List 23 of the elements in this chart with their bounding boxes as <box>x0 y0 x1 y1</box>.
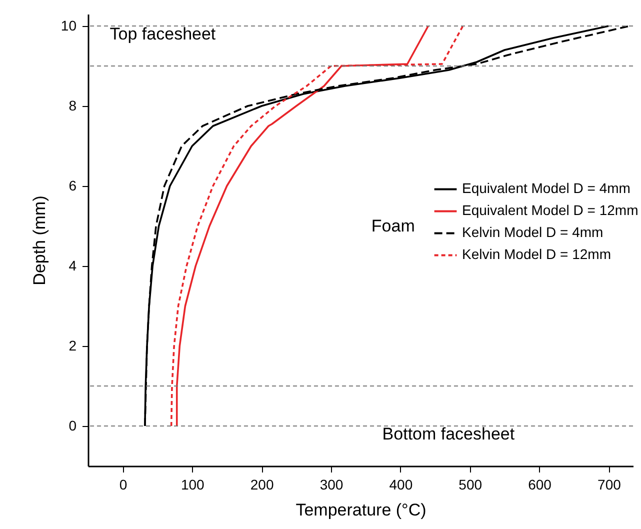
x-axis-title: Temperature (°C) <box>296 500 426 520</box>
x-tick-label: 500 <box>458 476 482 492</box>
annotation: Foam <box>371 216 415 236</box>
x-tick-label: 100 <box>180 476 205 492</box>
y-tick-label: 4 <box>68 258 77 274</box>
y-tick-label: 0 <box>68 418 77 434</box>
x-tick-label: 600 <box>528 476 552 492</box>
y-tick-label: 2 <box>68 338 77 354</box>
legend-label: Kelvin Model D = 4mm <box>462 224 604 240</box>
x-tick-label: 200 <box>250 476 274 492</box>
y-tick-label: 10 <box>60 18 77 34</box>
x-tick-label: 0 <box>119 476 128 492</box>
y-axis-title: Depth (mm) <box>30 196 49 286</box>
legend-label: Kelvin Model D = 12mm <box>462 246 612 262</box>
y-tick-label: 6 <box>68 178 77 194</box>
legend-label: Equivalent Model D = 12mm <box>462 202 638 218</box>
x-tick-label: 400 <box>389 476 413 492</box>
legend-label: Equivalent Model D = 4mm <box>462 180 630 196</box>
x-tick-label: 300 <box>320 476 344 492</box>
annotation: Top facesheet <box>110 24 216 44</box>
annotation: Bottom facesheet <box>382 424 515 444</box>
x-tick-label: 700 <box>598 476 622 492</box>
y-tick-label: 8 <box>68 98 77 114</box>
